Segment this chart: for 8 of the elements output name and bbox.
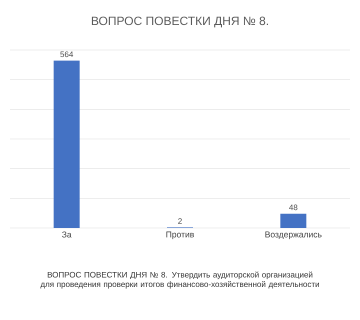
data-label: 564 [60,51,74,58]
x-tick-label: За [62,232,72,238]
x-tick-label: Воздержались [265,232,322,240]
data-label: 2 [178,218,182,224]
x-tick-label: Против [166,232,194,240]
data-label: 48 [289,204,298,210]
text: ВОПРОС ПОВЕСТКИ ДНЯ № 8. Утвердить аудиторской организацией для проведения проверки итогов финансово-хозяйственной деятельности [40,272,320,289]
chart-title: ВОПРОС ПОВЕСТКИ ДНЯ № 8. [92,16,268,28]
